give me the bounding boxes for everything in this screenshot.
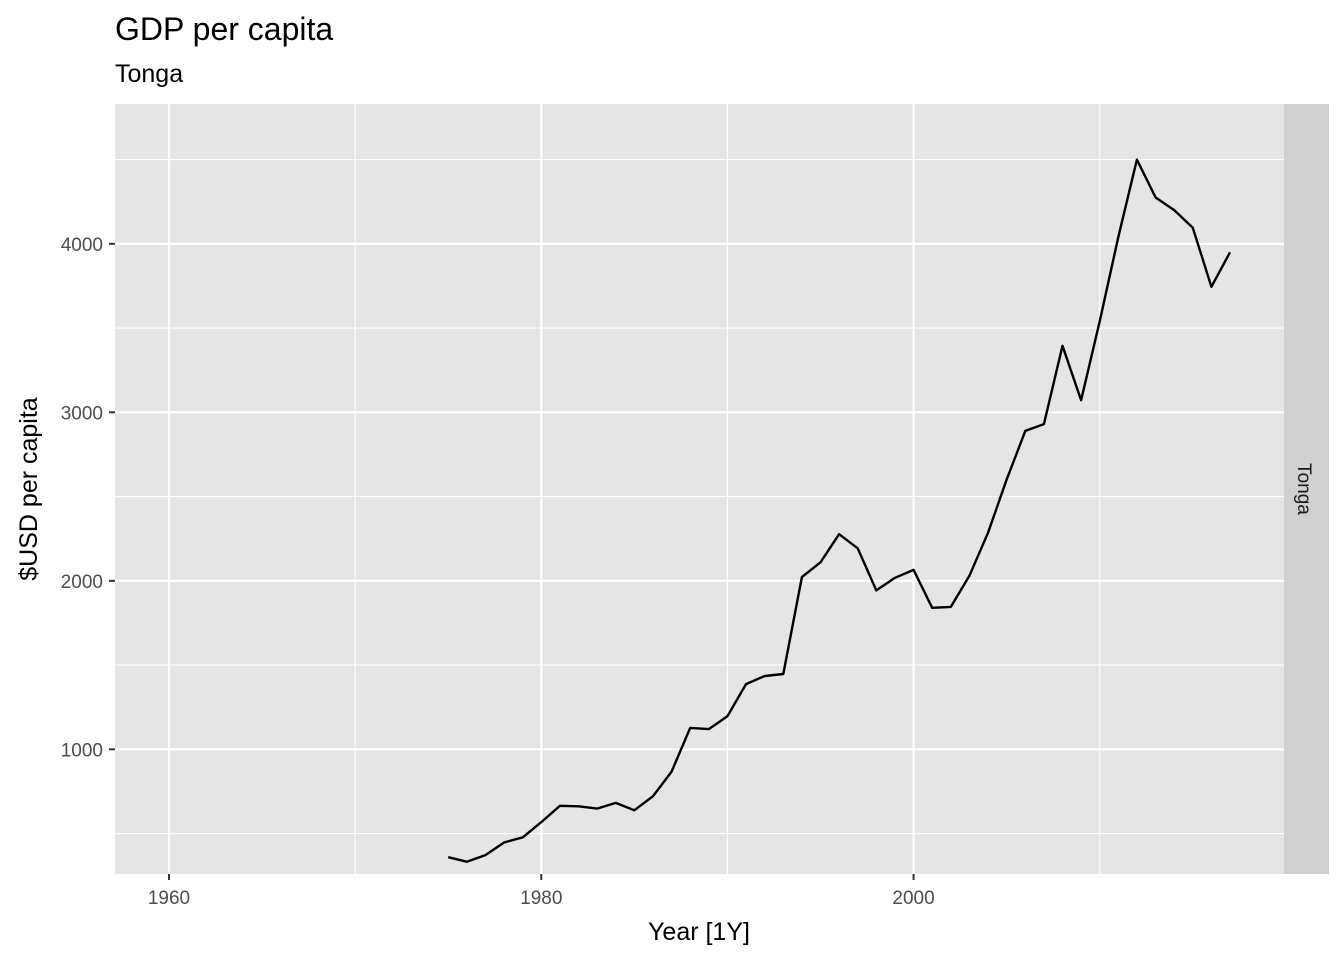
y-tick-label: 4000 (61, 235, 103, 256)
facet-strip-label: Tonga (1293, 463, 1314, 515)
chart-subtitle: Tonga (115, 60, 183, 88)
y-tick-label: 2000 (61, 572, 103, 593)
facet-strip (1284, 104, 1329, 874)
x-axis-ticks: 1960 1980 2000 (148, 874, 935, 909)
minor-gridlines (115, 104, 1284, 874)
x-tick-label: 1980 (520, 888, 562, 909)
y-tick-label: 3000 (61, 403, 103, 424)
y-axis-title: $USD per capita (15, 397, 43, 581)
chart-title: GDP per capita (115, 11, 333, 47)
x-tick-label: 1960 (148, 888, 190, 909)
series-line (447, 158, 1232, 863)
y-axis-ticks: 1000 2000 3000 4000 (61, 235, 115, 761)
y-tick-label: 1000 (61, 740, 103, 761)
plot-panel (115, 104, 1284, 874)
major-gridlines (115, 104, 1284, 874)
x-axis-title: Year [1Y] (648, 918, 750, 946)
x-tick-label: 2000 (892, 888, 934, 909)
